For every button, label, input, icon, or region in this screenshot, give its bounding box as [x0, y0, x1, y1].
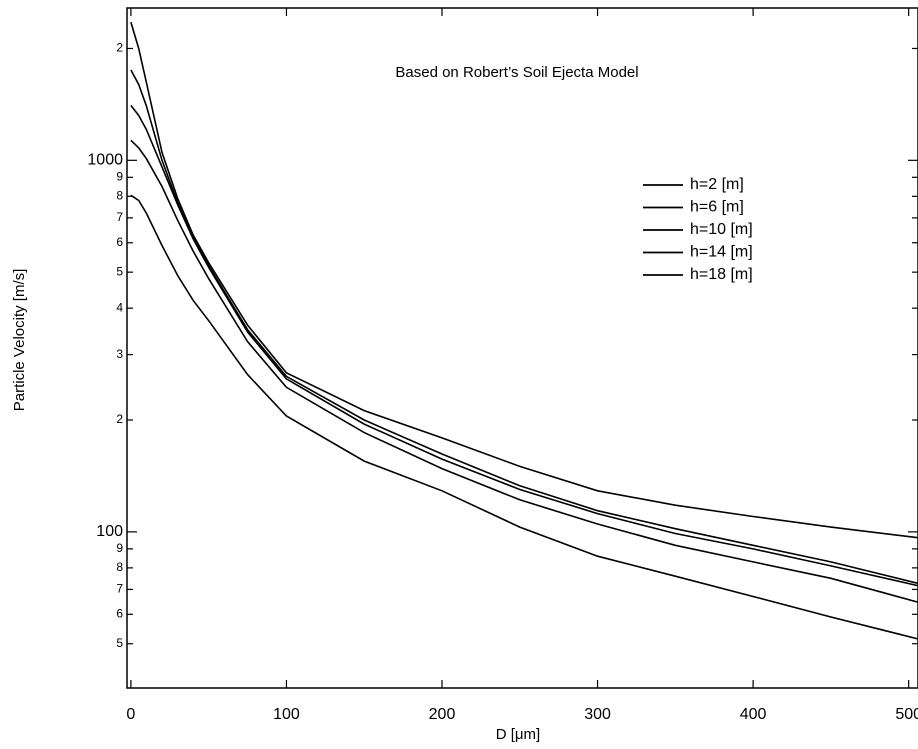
y-tick-label: 5 [116, 264, 123, 278]
y-tick-label: 6 [116, 606, 123, 620]
x-tick-label: 200 [429, 706, 456, 723]
legend-label: h=6 [m] [690, 199, 744, 216]
x-tick-label: 500 [895, 706, 918, 723]
y-tick-label: 8 [116, 560, 123, 574]
series-line [130, 139, 918, 604]
x-tick-label: 0 [126, 706, 135, 723]
y-tick-label: 2 [116, 41, 123, 55]
y-tick-label: 2 [116, 412, 123, 426]
y-tick-label: 4 [116, 300, 123, 314]
plot-frame [126, 7, 918, 689]
x-tick-label: 400 [740, 706, 767, 723]
y-tick-label: 6 [116, 235, 123, 249]
legend-label: h=14 [m] [690, 244, 753, 261]
annotation: Based on Robert’s Soil Ejecta Model [395, 64, 638, 81]
series-line [130, 69, 918, 585]
y-axis-label: Particle Velocity [m/s] [11, 269, 28, 412]
series-line [130, 21, 918, 539]
x-tick-label: 100 [273, 706, 300, 723]
y-tick-label: 1000 [87, 152, 123, 169]
x-axis-label: D [μm] [496, 726, 540, 743]
series-line [130, 104, 918, 587]
series-line [130, 194, 918, 640]
y-tick-label: 8 [116, 188, 123, 202]
y-tick-label: 7 [116, 210, 123, 224]
legend-label: h=18 [m] [690, 266, 753, 283]
y-tick-label: 5 [116, 636, 123, 650]
legend-label: h=2 [m] [690, 176, 744, 193]
legend-label: h=10 [m] [690, 221, 753, 238]
y-tick-label: 7 [116, 582, 123, 596]
y-tick-label: 9 [116, 169, 123, 183]
y-tick-label: 9 [116, 541, 123, 555]
y-tick-label: 3 [116, 347, 123, 361]
y-tick-label: 100 [96, 523, 123, 540]
x-tick-label: 300 [584, 706, 611, 723]
